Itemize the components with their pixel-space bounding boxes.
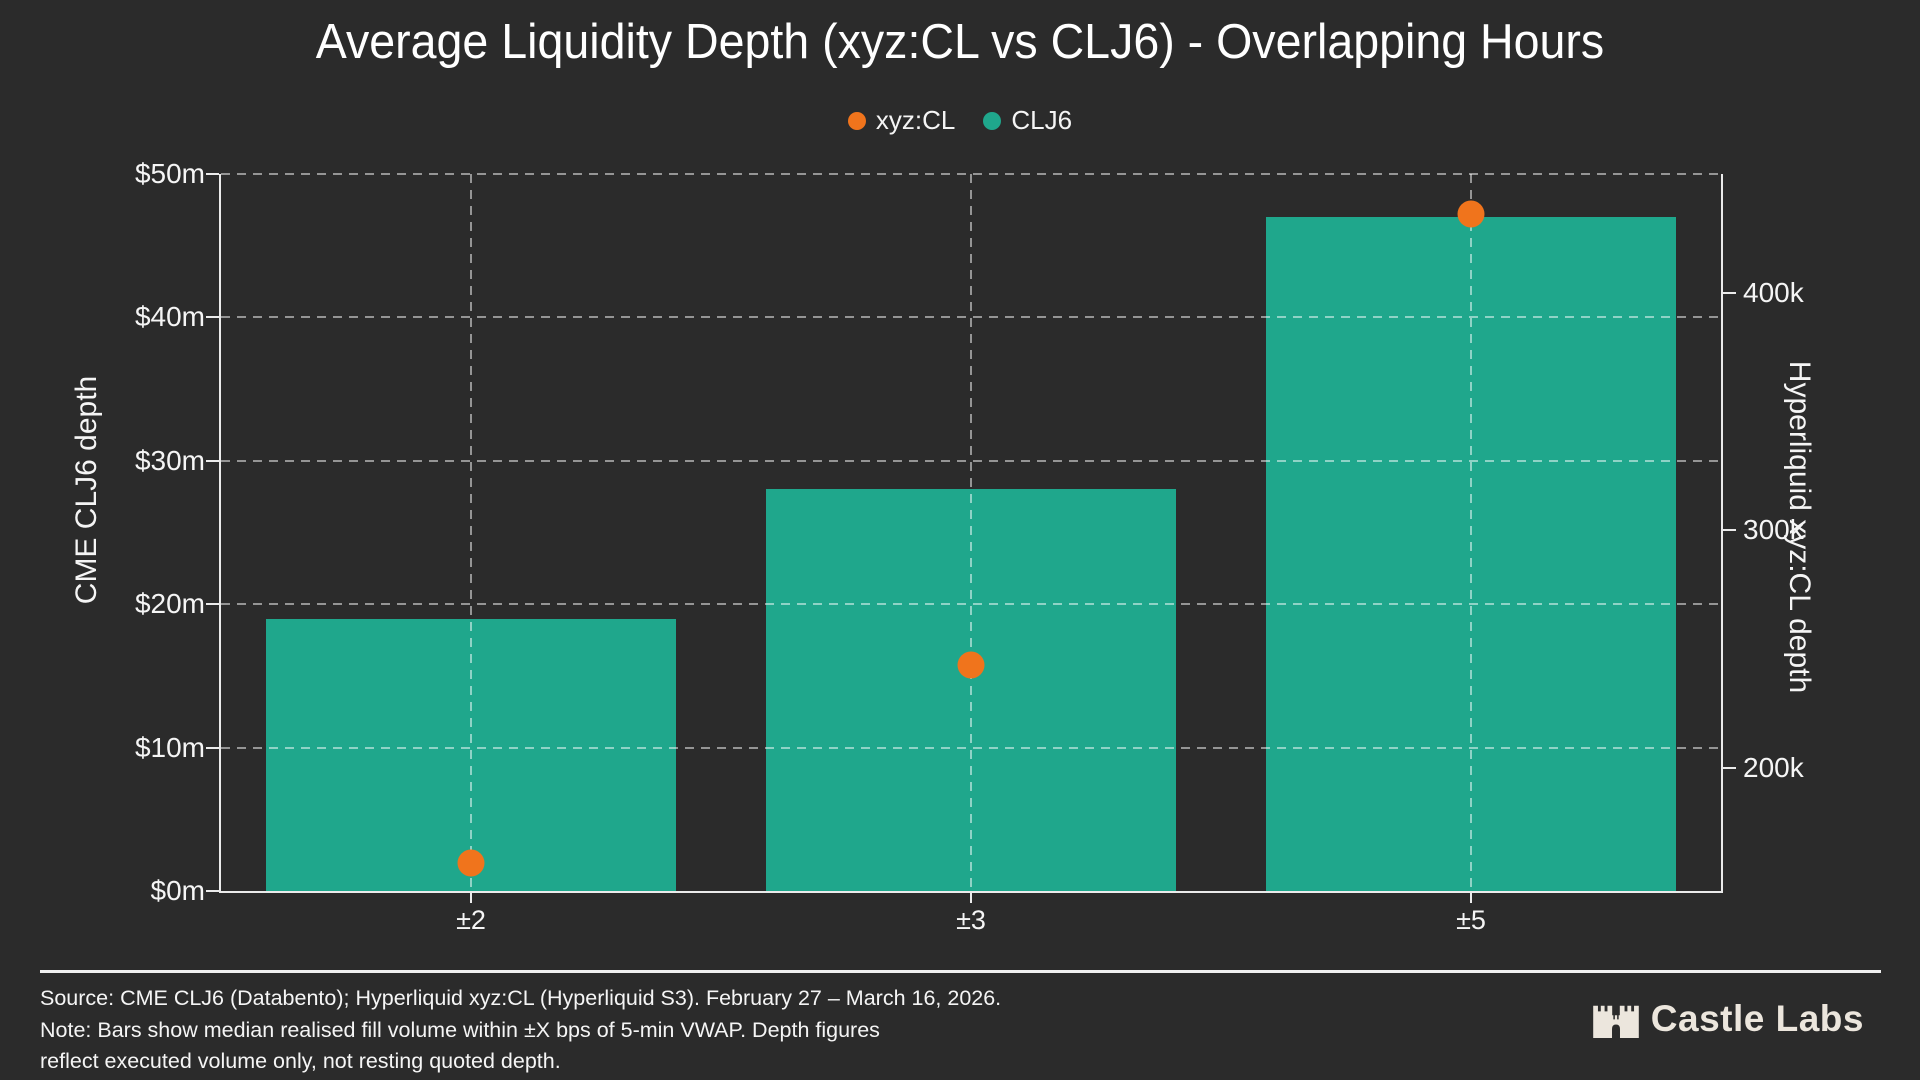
left-axis-tick <box>206 173 219 175</box>
legend-label-clj6: CLJ6 <box>1011 105 1073 135</box>
left-axis-tick-label: $20m <box>134 588 205 620</box>
left-axis-tick-label: $30m <box>134 444 205 476</box>
x-axis-tick-label: ±3 <box>956 905 986 935</box>
chart-title: Average Liquidity Depth (xyz:CL vs CLJ6)… <box>315 15 1605 69</box>
right-axis-tick <box>1723 766 1736 769</box>
legend-item-xyzcl: xyz:CL <box>847 105 956 136</box>
legend-label-xyzcl: xyz:CL <box>875 105 956 135</box>
v-gridline <box>970 174 972 891</box>
scatter-dot-±2 <box>457 849 485 876</box>
scatter-dot-±3 <box>957 651 985 679</box>
left-axis-tick <box>206 459 219 462</box>
right-axis-tick-label: 200k <box>1743 751 1804 783</box>
left-axis-tick <box>206 746 219 749</box>
footer-note-line-1: Note: Bars show median realised fill vol… <box>40 1017 880 1042</box>
left-axis-title: CME CLJ6 depth <box>70 375 103 605</box>
x-axis-tick <box>970 893 972 903</box>
x-axis-tick-label: ±2 <box>456 905 486 935</box>
legend: xyz:CL CLJ6 <box>0 105 1920 136</box>
castle-icon <box>1592 1005 1639 1038</box>
brand-name: Castle Labs <box>1650 998 1864 1039</box>
left-axis-tick-label: $10m <box>134 731 205 763</box>
left-axis-tick <box>206 316 219 319</box>
plot-area: $0m $10m $20m $30m $40m $50m 200k 300k 400k ±2 ±3 ±… <box>135 158 1804 935</box>
right-axis-tick <box>1723 529 1736 532</box>
x-axis-tick-label: ±5 <box>1456 905 1486 935</box>
footer-note-line-2: reflect executed volume only, not restin… <box>40 1049 561 1073</box>
brand-lockup: Castle Labs <box>1592 998 1864 1040</box>
v-gridline <box>469 174 472 891</box>
x-axis-tick <box>469 893 472 903</box>
footer-source-line: Source: CME CLJ6 (Databento); Hyperliqui… <box>40 986 1002 1010</box>
footer-divider <box>40 970 1881 973</box>
left-axis-tick <box>206 890 219 892</box>
legend-item-clj6: CLJ6 <box>983 105 1072 136</box>
left-axis-tick-label: $40m <box>134 301 205 333</box>
right-axis-tick <box>1723 291 1736 294</box>
legend-dot-clj6-icon <box>983 111 1002 130</box>
v-gridline <box>1470 174 1472 891</box>
right-axis-tick-label: 400k <box>1743 276 1804 308</box>
left-axis-tick-label: $0m <box>150 875 205 906</box>
right-axis-tick-label: 300k <box>1743 514 1804 546</box>
left-axis-tick <box>206 603 219 606</box>
x-axis-tick <box>1470 893 1472 903</box>
scatter-dot-±5 <box>1457 200 1485 228</box>
legend-dot-xyzcl-icon <box>847 111 866 130</box>
left-axis-tick-label: $50m <box>134 158 205 189</box>
footer-notes: Source: CME CLJ6 (Databento); Hyperliqui… <box>40 983 1001 1078</box>
